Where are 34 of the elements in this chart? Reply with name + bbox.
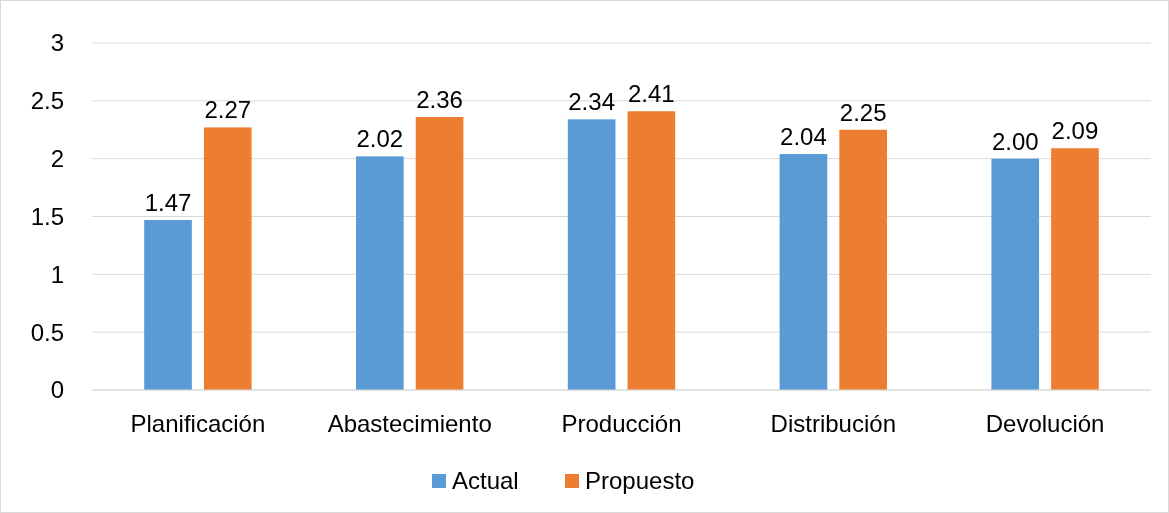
y-tick-label: 3: [50, 29, 64, 57]
bar: [356, 156, 404, 390]
legend-label: Actual: [452, 467, 519, 495]
x-tick-label: Distribución: [770, 410, 896, 437]
data-label: 2.34: [568, 88, 615, 116]
y-tick-label: 2: [50, 145, 64, 173]
y-tick-label: 2.5: [30, 87, 64, 115]
data-label: 2.09: [1051, 117, 1099, 145]
y-tick-label: 0.5: [30, 318, 64, 346]
bar: [1051, 148, 1099, 390]
data-label: 2.00: [991, 127, 1039, 155]
data-label: 2.27: [204, 96, 252, 124]
data-label: 2.02: [356, 125, 404, 153]
data-label: 2.41: [628, 80, 675, 108]
legend-label: Propuesto: [585, 467, 695, 495]
bar: [415, 117, 464, 390]
bar: [779, 154, 828, 390]
data-label: 2.25: [839, 98, 887, 126]
data-label: 2.04: [780, 123, 827, 151]
bar: [567, 119, 616, 390]
y-tick-label: 1: [50, 260, 64, 288]
bar: [991, 158, 1040, 390]
x-tick-label: Devolución: [985, 410, 1105, 437]
x-tick-label: Planificación: [130, 410, 266, 437]
bar: [627, 111, 676, 390]
bar: [839, 129, 887, 390]
bar: [203, 127, 252, 390]
y-tick-label: 1.5: [30, 202, 64, 230]
data-label: 2.36: [416, 86, 463, 114]
x-tick-label: Abastecimiento: [327, 410, 492, 437]
y-tick-label: 0: [50, 376, 64, 404]
bar: [144, 219, 192, 390]
x-tick-label: Producción: [561, 410, 682, 437]
data-label: 1.47: [144, 188, 192, 216]
